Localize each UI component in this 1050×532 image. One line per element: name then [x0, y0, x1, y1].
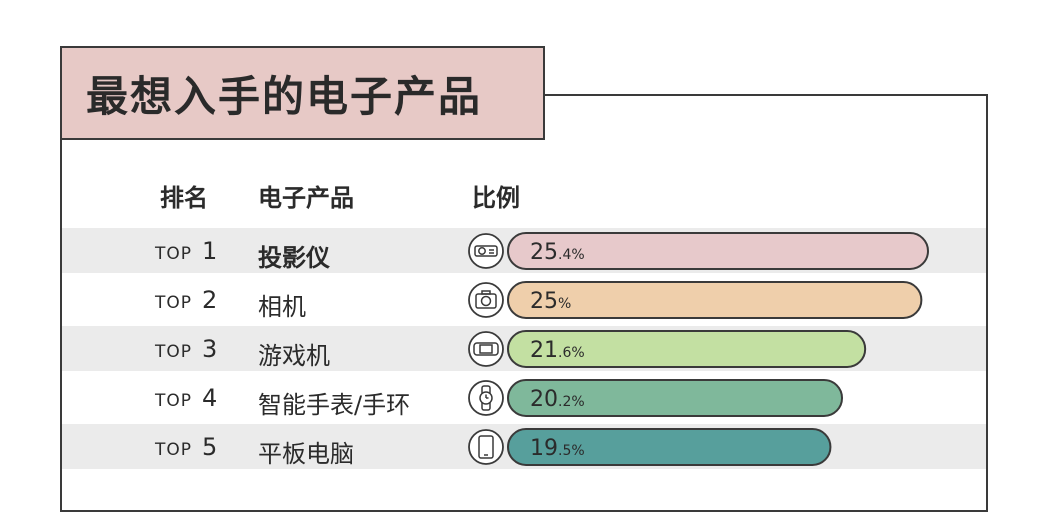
bar: [507, 379, 844, 417]
camera-icon: [468, 282, 504, 318]
bar: [507, 232, 929, 270]
data-label: 20.2%: [530, 387, 585, 412]
product-label: 平板电脑: [258, 440, 354, 468]
smartwatch-icon: [468, 380, 504, 416]
header-rank: 排名: [160, 184, 208, 212]
data-label: 25%: [530, 289, 571, 314]
game-console-icon: [468, 331, 504, 367]
header-product: 电子产品: [258, 184, 354, 212]
tablet-icon: [468, 429, 504, 465]
bar: [507, 281, 923, 319]
projector-icon: [468, 233, 504, 269]
header-ratio: 比例: [472, 184, 520, 212]
chart-title: 最想入手的电子产品: [86, 71, 483, 121]
rank-label: TOP 2: [155, 286, 218, 314]
title-box: 最想入手的电子产品: [60, 46, 545, 140]
product-label: 智能手表/手环: [258, 391, 411, 419]
rank-label: TOP 1: [155, 237, 218, 265]
data-label: 25.4%: [530, 240, 585, 265]
bar: [507, 428, 832, 466]
rank-label: TOP 4: [155, 384, 218, 412]
rank-label: TOP 3: [155, 335, 218, 363]
product-label: 游戏机: [258, 342, 330, 370]
product-label: 投影仪: [258, 244, 330, 272]
bar: [507, 330, 867, 368]
product-label: 相机: [258, 293, 306, 321]
data-label: 21.6%: [530, 338, 585, 363]
rank-label: TOP 5: [155, 433, 218, 461]
data-label: 19.5%: [530, 436, 585, 461]
